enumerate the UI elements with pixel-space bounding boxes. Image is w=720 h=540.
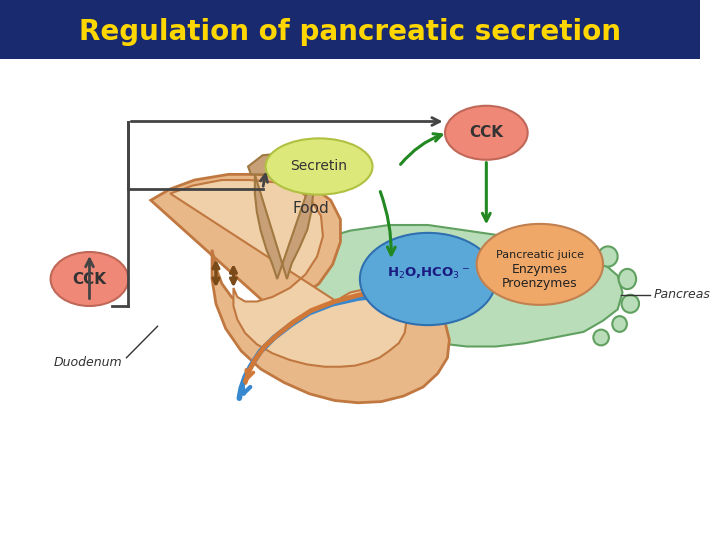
Ellipse shape [477,224,603,305]
Text: Pancreatic juice: Pancreatic juice [496,251,584,260]
Ellipse shape [50,252,128,306]
FancyBboxPatch shape [0,0,701,58]
Polygon shape [248,153,321,174]
Ellipse shape [266,138,372,194]
Text: CCK: CCK [469,125,503,140]
Text: Regulation of pancreatic secretion: Regulation of pancreatic secretion [79,17,621,45]
Text: Enzymes: Enzymes [512,264,568,276]
Polygon shape [255,174,313,279]
Text: Food: Food [293,201,330,215]
Polygon shape [170,180,407,367]
Text: CCK: CCK [73,272,107,287]
Text: Pancreas: Pancreas [654,288,711,301]
Text: Proenzymes: Proenzymes [502,277,577,290]
Ellipse shape [621,295,639,313]
Polygon shape [150,174,449,403]
Ellipse shape [612,316,627,332]
Polygon shape [282,225,623,347]
Ellipse shape [445,106,528,160]
Text: Duodenum: Duodenum [53,356,122,369]
Ellipse shape [593,329,609,346]
Text: H$_2$O,HCO$_3$$^-$: H$_2$O,HCO$_3$$^-$ [387,266,469,281]
Ellipse shape [360,233,496,325]
Ellipse shape [618,269,636,289]
Text: Secretin: Secretin [291,159,348,173]
Ellipse shape [598,246,618,267]
